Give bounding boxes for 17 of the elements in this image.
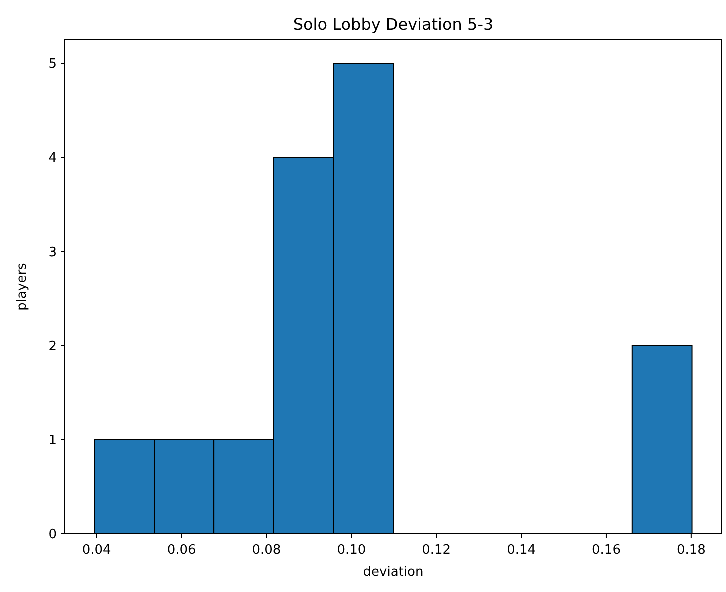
x-tick-label: 0.08 [252,543,282,558]
x-tick-label: 0.10 [337,543,366,558]
y-tick-label: 0 [48,528,57,543]
x-tick-label: 0.16 [592,543,621,558]
y-tick-label: 5 [48,57,57,72]
y-axis-title: players [15,262,30,311]
y-tick-label: 3 [48,245,57,260]
y-tick-label: 1 [48,433,57,448]
y-tick-label: 4 [48,151,57,166]
x-tick-label: 0.12 [422,543,452,558]
y-tick-label: 2 [48,339,57,354]
x-tick-label: 0.14 [507,543,536,558]
x-axis-title: deviation [363,565,424,580]
chart-title: Solo Lobby Deviation 5-3 [293,15,494,34]
x-tick-label: 0.18 [676,543,706,558]
x-tick-label: 0.06 [167,543,196,558]
x-tick-label: 0.04 [82,543,112,558]
